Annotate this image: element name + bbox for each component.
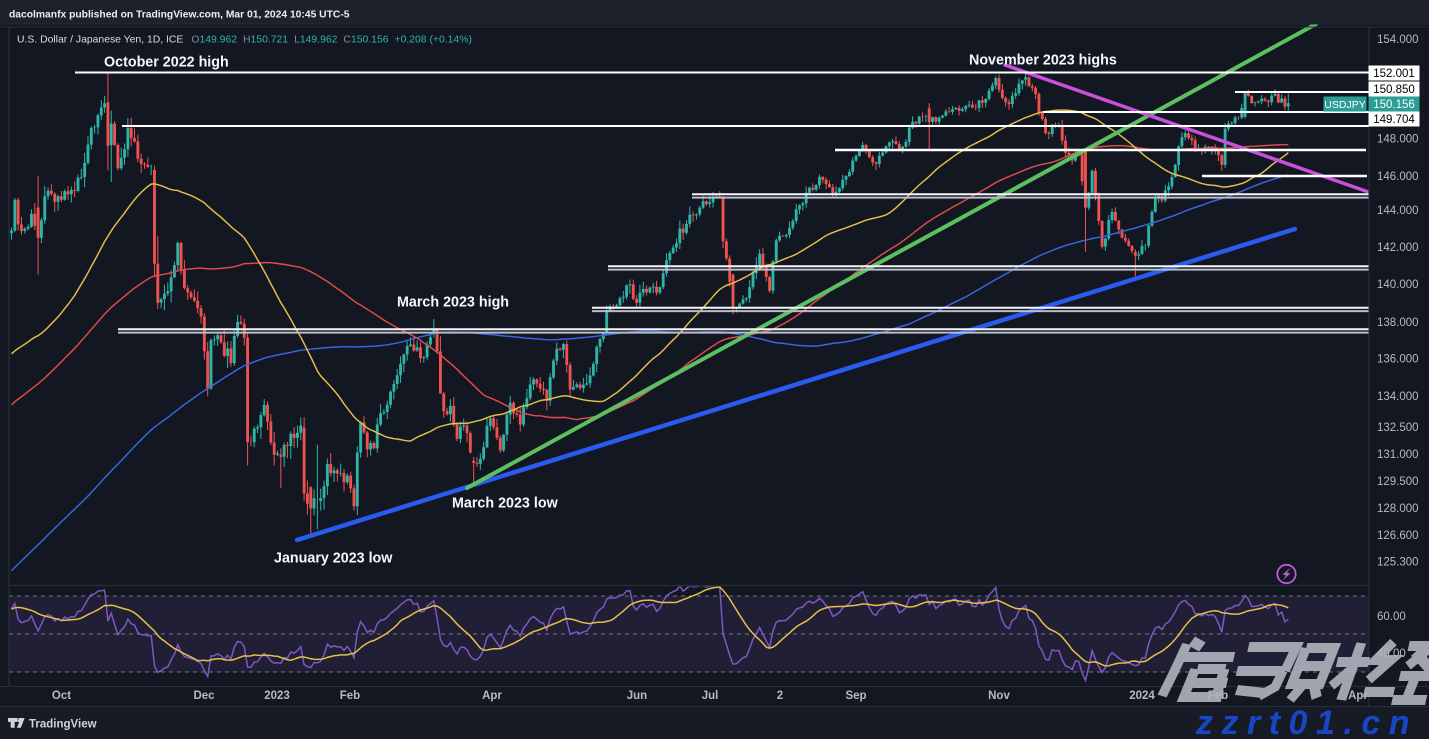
svg-text:Jul: Jul	[702, 690, 719, 702]
svg-text:zzrt01.cn: zzrt01.cn	[1195, 704, 1418, 739]
svg-text:USDJPY: USDJPY	[1324, 99, 1365, 111]
svg-text:146.000: 146.000	[1377, 171, 1419, 183]
svg-text:144.000: 144.000	[1377, 205, 1419, 217]
svg-text:March 2023 low: March 2023 low	[452, 496, 559, 512]
svg-text:Nov: Nov	[988, 690, 1010, 702]
svg-text:Feb: Feb	[340, 690, 360, 702]
svg-text:125.300: 125.300	[1377, 557, 1419, 569]
svg-text:Apr: Apr	[482, 690, 502, 702]
svg-text:January 2023 low: January 2023 low	[274, 551, 393, 567]
svg-text:October 2022 high: October 2022 high	[104, 55, 229, 71]
svg-text:November 2023 highs: November 2023 highs	[969, 53, 1117, 69]
svg-text:150.850: 150.850	[1373, 84, 1415, 96]
svg-text:60.00: 60.00	[1377, 611, 1406, 623]
svg-text:138.000: 138.000	[1377, 317, 1419, 329]
svg-text:132.500: 132.500	[1377, 422, 1419, 434]
svg-text:128.000: 128.000	[1377, 503, 1419, 515]
svg-text:136.000: 136.000	[1377, 354, 1419, 366]
svg-text:March 2023 high: March 2023 high	[397, 295, 509, 311]
svg-text:131.000: 131.000	[1377, 449, 1419, 461]
svg-text:149.704: 149.704	[1373, 114, 1415, 126]
svg-text:129.500: 129.500	[1377, 476, 1419, 488]
svg-text:2023: 2023	[264, 690, 290, 702]
svg-text:2024: 2024	[1129, 690, 1155, 702]
svg-text:2: 2	[777, 690, 783, 702]
svg-text:Apr: Apr	[1348, 690, 1368, 702]
svg-text:152.001: 152.001	[1373, 68, 1415, 80]
svg-text:154.000: 154.000	[1377, 34, 1419, 46]
svg-text:Dec: Dec	[193, 690, 215, 702]
svg-text:Jun: Jun	[627, 690, 647, 702]
svg-text:U.S. Dollar / Japanese Yen, 1D: U.S. Dollar / Japanese Yen, 1D, ICE O149.…	[17, 35, 472, 46]
svg-text:140.000: 140.000	[1377, 279, 1419, 291]
svg-text:126.600: 126.600	[1377, 530, 1419, 542]
svg-text:148.000: 148.000	[1377, 134, 1419, 146]
svg-text:Sep: Sep	[845, 690, 866, 702]
svg-text:150.156: 150.156	[1373, 99, 1415, 111]
svg-text:dacolmanfx published on Tradin: dacolmanfx published on TradingView.com,…	[9, 10, 350, 21]
svg-text:134.000: 134.000	[1377, 391, 1419, 403]
svg-text:142.000: 142.000	[1377, 242, 1419, 254]
svg-text:Oct: Oct	[52, 690, 71, 702]
svg-text:TradingView: TradingView	[29, 719, 97, 731]
